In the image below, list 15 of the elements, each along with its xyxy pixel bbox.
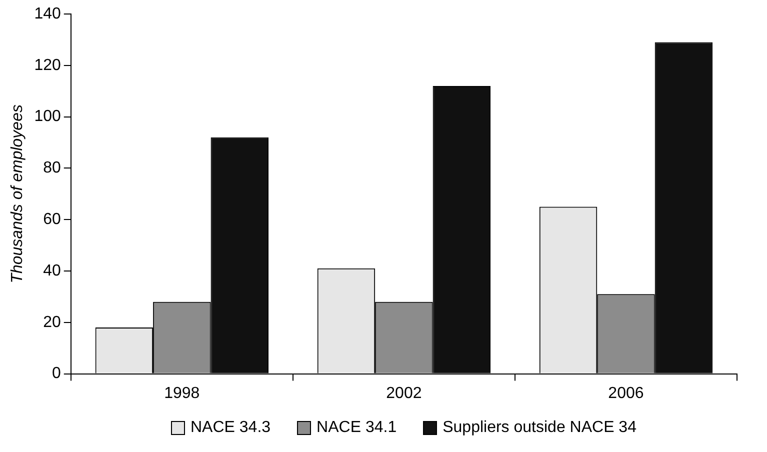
x-tick-label: 2002 bbox=[386, 384, 422, 402]
y-tick-label: 20 bbox=[43, 314, 61, 331]
y-tick-label: 60 bbox=[43, 211, 61, 228]
y-tick-label: 140 bbox=[34, 5, 61, 22]
y-axis-title: Thousands of employees bbox=[9, 104, 26, 284]
y-tick-label: 120 bbox=[34, 56, 61, 74]
y-tick-label: 100 bbox=[34, 108, 61, 126]
legend-label: NACE 34.3 bbox=[190, 419, 271, 437]
legend-label: NACE 34.1 bbox=[316, 419, 397, 437]
y-tick-label: 80 bbox=[43, 160, 61, 177]
x-tick-label: 2006 bbox=[608, 384, 644, 402]
x-tick-label: 1998 bbox=[164, 384, 200, 402]
y-tick-label: 0 bbox=[52, 365, 61, 382]
y-tick-label: 40 bbox=[43, 262, 61, 280]
legend-label: Suppliers outside NACE 34 bbox=[442, 419, 636, 437]
